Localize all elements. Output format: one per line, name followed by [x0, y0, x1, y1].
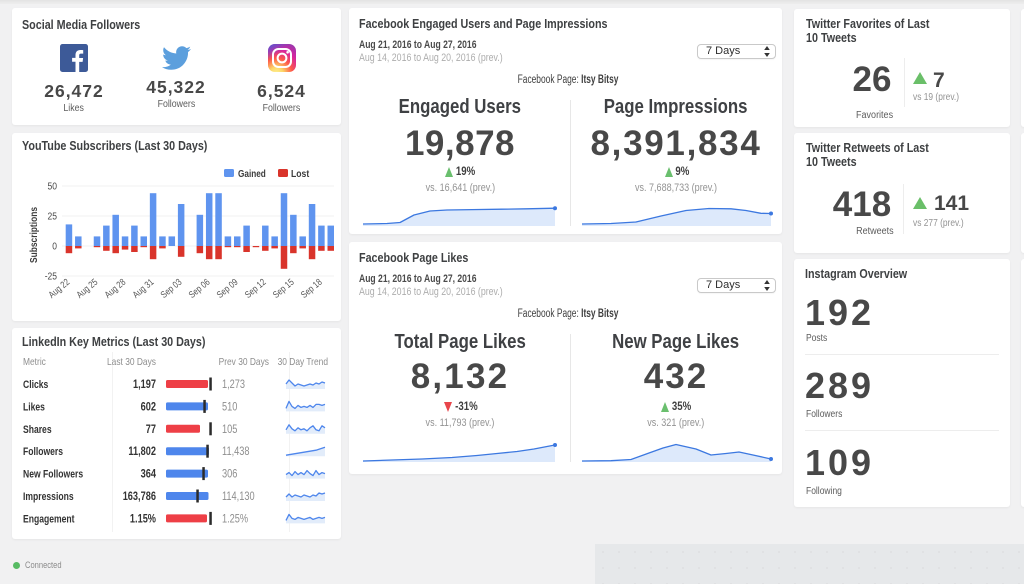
svg-text:25: 25 [48, 212, 58, 223]
svg-text:11,438: 11,438 [222, 446, 250, 458]
svg-text:602: 602 [141, 401, 156, 413]
svg-text:Aug 28: Aug 28 [103, 277, 129, 301]
svg-text:Subscriptions: Subscriptions [28, 207, 40, 263]
svg-text:30 Day Trend: 30 Day Trend [278, 356, 329, 368]
svg-text:Sep 15: Sep 15 [271, 277, 297, 301]
svg-text:50: 50 [48, 182, 58, 193]
svg-text:Gained: Gained [238, 168, 266, 180]
svg-text:Sep 09: Sep 09 [215, 277, 241, 301]
svg-text:77: 77 [146, 424, 156, 436]
svg-text:0: 0 [52, 242, 57, 253]
svg-text:1,197: 1,197 [133, 379, 156, 391]
svg-text:Prev 30 Days: Prev 30 Days [219, 356, 269, 368]
svg-text:Shares: Shares [23, 424, 52, 436]
svg-text:New Followers: New Followers [23, 469, 83, 481]
svg-text:Sep 12: Sep 12 [243, 277, 269, 301]
svg-text:Aug 25: Aug 25 [75, 277, 101, 301]
svg-text:Sep 06: Sep 06 [187, 277, 213, 301]
svg-text:Aug 31: Aug 31 [131, 277, 157, 301]
svg-text:Sep 03: Sep 03 [159, 277, 185, 301]
svg-text:Metric: Metric [23, 356, 46, 368]
svg-text:11,802: 11,802 [128, 446, 156, 458]
svg-text:1.15%: 1.15% [130, 513, 156, 525]
svg-text:Sep 18: Sep 18 [299, 277, 325, 301]
svg-text:-25: -25 [45, 272, 58, 283]
svg-text:306: 306 [222, 469, 237, 481]
svg-text:1,273: 1,273 [222, 379, 245, 391]
svg-text:105: 105 [222, 424, 237, 436]
svg-text:1.25%: 1.25% [222, 513, 248, 525]
svg-text:Lost: Lost [291, 168, 310, 180]
svg-text:Clicks: Clicks [23, 379, 48, 391]
svg-text:Followers: Followers [23, 446, 63, 458]
svg-text:Last 30 Days: Last 30 Days [107, 356, 156, 368]
svg-text:Impressions: Impressions [23, 491, 74, 503]
svg-text:Engagement: Engagement [23, 513, 75, 525]
svg-text:Likes: Likes [23, 401, 45, 413]
svg-text:510: 510 [222, 401, 237, 413]
svg-text:114,130: 114,130 [222, 491, 255, 503]
svg-text:364: 364 [141, 469, 157, 481]
svg-text:163,786: 163,786 [123, 491, 156, 503]
